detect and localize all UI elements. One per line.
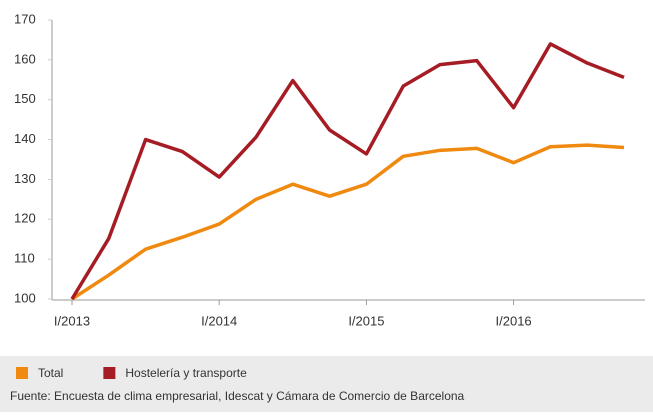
x-tick-label: I/2016 (496, 313, 532, 328)
legend-swatch (103, 367, 116, 379)
y-tick-label: 160 (14, 51, 36, 66)
legend-swatch (16, 367, 28, 379)
y-tick-label: 170 (14, 11, 36, 26)
series-line (70, 42, 625, 300)
y-tick-label: 110 (14, 251, 35, 266)
source: Fuente: Encuesta de clima empresarial, I… (10, 389, 465, 403)
y-tick-label: 140 (14, 131, 36, 146)
footer-background (0, 356, 653, 412)
series-line (71, 143, 625, 301)
y-tick-label: 100 (14, 290, 36, 305)
legend-label: Total (38, 366, 63, 380)
y-tick-label: 150 (14, 91, 36, 106)
legend-label: Hostelería y transporte (125, 366, 247, 380)
x-tick-label: I/2013 (54, 313, 90, 328)
y-tick-label: 120 (14, 211, 36, 226)
x-tick-label: I/2014 (201, 313, 237, 328)
x-tick-label: I/2015 (348, 313, 384, 328)
y-tick-label: 130 (14, 171, 36, 186)
